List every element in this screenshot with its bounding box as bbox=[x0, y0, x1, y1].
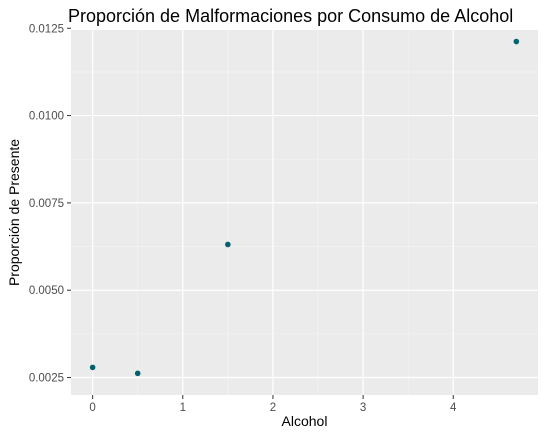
y-tick-label: 0.0075 bbox=[29, 198, 64, 210]
x-axis-title: Alcohol bbox=[282, 413, 328, 429]
x-tick-label: 3 bbox=[360, 402, 366, 414]
data-point bbox=[89, 364, 96, 371]
x-tick-label: 1 bbox=[180, 402, 186, 414]
x-tick-label: 2 bbox=[270, 402, 276, 414]
x-axis: 0 1 2 3 4 bbox=[89, 395, 457, 414]
data-point bbox=[225, 241, 231, 248]
y-axis: 0.0025 0.0050 0.0075 0.0100 0.0125 bbox=[29, 23, 71, 385]
y-tick-label: 0.0050 bbox=[29, 285, 64, 297]
data-point bbox=[134, 370, 141, 377]
y-tick-label: 0.0025 bbox=[29, 373, 64, 385]
grid-major bbox=[71, 27, 538, 395]
x-tick-label: 0 bbox=[89, 402, 95, 414]
x-tick-label: 4 bbox=[450, 402, 457, 414]
grid-minor bbox=[71, 30, 538, 395]
data-point bbox=[513, 38, 520, 45]
y-tick-label: 0.0100 bbox=[29, 111, 64, 123]
plot-panel bbox=[71, 30, 538, 395]
chart-title: Proporción de Malformaciones por Consumo… bbox=[68, 6, 513, 26]
data-points bbox=[89, 38, 520, 377]
y-axis-title: Proporción de Presente bbox=[6, 139, 22, 286]
y-tick-label: 0.0125 bbox=[29, 23, 64, 35]
